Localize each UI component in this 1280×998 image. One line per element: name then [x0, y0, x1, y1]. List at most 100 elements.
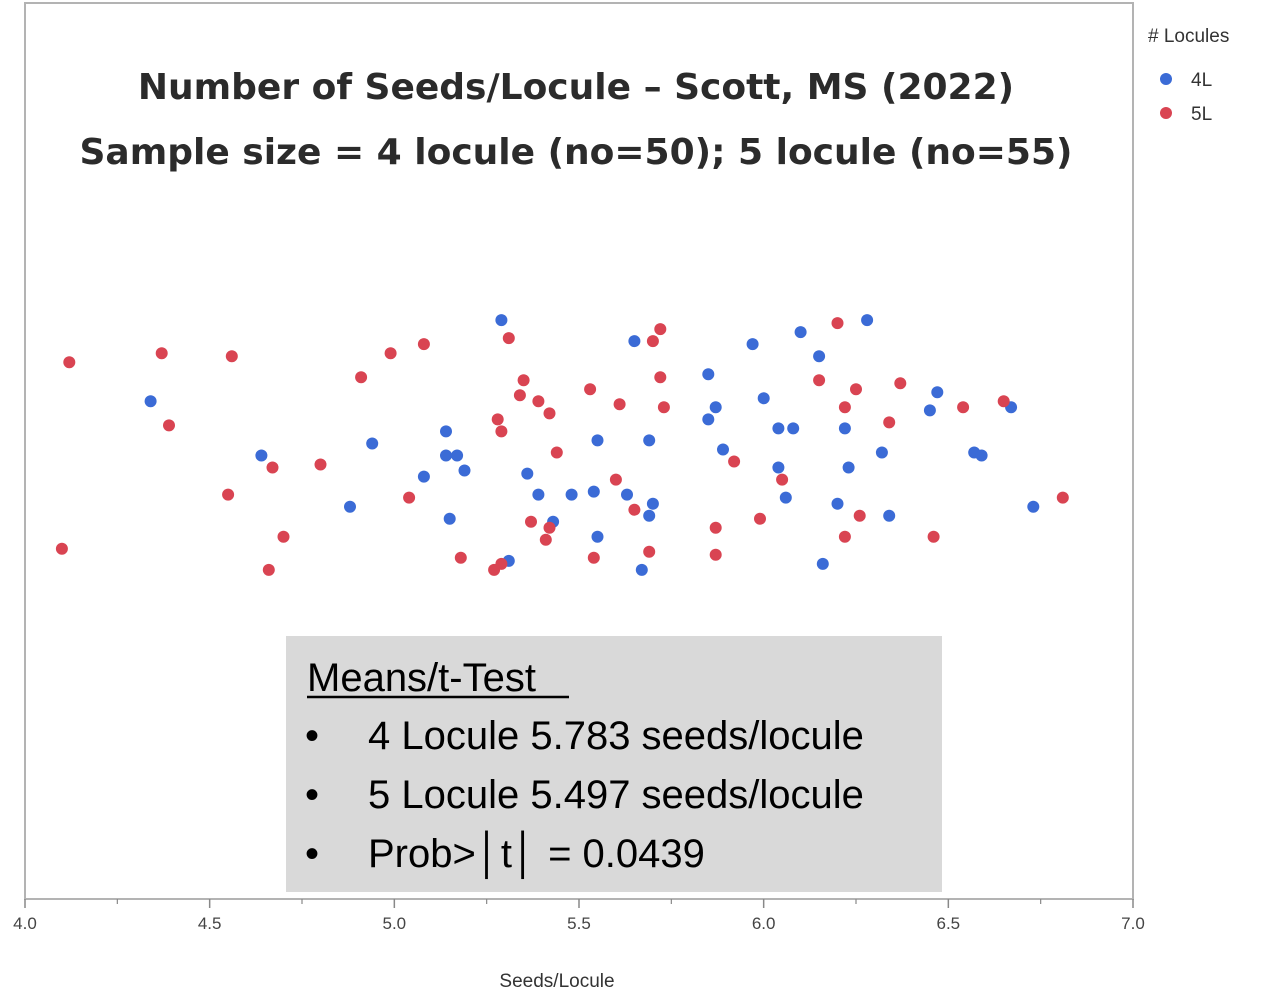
legend-marker-4l [1160, 73, 1172, 85]
point-4l-3 [861, 314, 874, 327]
legend-title: # Locules [1148, 26, 1229, 47]
point-4l-49 [635, 563, 648, 576]
point-4l-41 [344, 500, 356, 513]
point-4l-17 [787, 422, 800, 435]
point-4l-15 [440, 425, 452, 438]
point-5l-30 [728, 455, 741, 468]
x-tick-label-5: 6.0 [752, 914, 776, 933]
point-4l-30 [417, 470, 430, 483]
point-4l-42 [443, 512, 456, 525]
data-points [55, 314, 1069, 576]
point-5l-13 [813, 374, 826, 387]
stats-bullet-3: • [305, 832, 319, 876]
point-4l-19 [366, 437, 379, 450]
chart-subtitle: Sample size = 4 locule (no=50); 5 locule… [80, 132, 1073, 173]
point-4l-50 [816, 557, 829, 570]
point-4l-6 [813, 350, 826, 363]
point-4l-37 [621, 488, 633, 501]
point-4l-2 [628, 335, 641, 348]
point-4l-27 [440, 449, 452, 462]
point-5l-26 [163, 419, 175, 432]
stats-bullet-1: • [305, 714, 319, 758]
point-5l-45 [539, 533, 552, 546]
point-5l-22 [838, 401, 851, 414]
point-5l-3 [225, 350, 238, 363]
x-tick-label-7: 7.0 [1121, 914, 1145, 933]
point-5l-47 [927, 530, 940, 543]
point-5l-52 [587, 551, 600, 564]
point-5l-11 [517, 374, 530, 387]
point-4l-26 [255, 449, 268, 462]
x-axis-label: Seeds/Locule [499, 971, 614, 992]
point-5l-44 [277, 530, 290, 543]
point-5l-48 [55, 542, 68, 555]
x-tick-label-6: 6.5 [937, 914, 961, 933]
point-5l-4 [384, 347, 397, 360]
point-5l-32 [314, 458, 327, 471]
point-5l-8 [646, 335, 659, 348]
point-4l-9 [757, 392, 770, 405]
stats-line-4-locule: 4 Locule 5.783 seeds/locule [368, 714, 864, 758]
point-5l-31 [266, 461, 279, 474]
point-5l-36 [403, 491, 416, 504]
point-5l-7 [654, 323, 667, 336]
point-5l-49 [643, 545, 656, 558]
point-4l-44 [643, 509, 656, 522]
x-tick-label-2: 4.5 [198, 914, 222, 933]
point-4l-20 [591, 434, 604, 447]
point-4l-25 [975, 449, 988, 462]
point-5l-2 [155, 347, 168, 360]
point-4l-21 [643, 434, 656, 447]
point-5l-39 [754, 512, 766, 525]
legend: # Locules 4L 5L [1148, 26, 1229, 125]
point-4l-4 [794, 326, 807, 339]
point-5l-21 [543, 407, 556, 420]
point-5l-43 [709, 521, 722, 534]
stats-heading: Means/t-Test [307, 656, 536, 700]
point-5l-50 [709, 548, 722, 561]
x-axis: 4.0 4.5 5.0 5.5 6.0 6.5 7.0 [13, 899, 1145, 933]
point-5l-46 [838, 530, 851, 543]
point-5l-34 [776, 473, 789, 486]
point-4l-1 [495, 314, 508, 327]
point-5l-12 [654, 371, 667, 384]
point-5l-55 [488, 563, 501, 576]
point-4l-22 [717, 443, 729, 456]
point-4l-29 [458, 464, 471, 477]
point-4l-46 [1027, 500, 1040, 513]
point-5l-20 [657, 401, 670, 414]
point-5l-14 [894, 377, 907, 390]
point-5l-18 [850, 383, 862, 396]
point-5l-9 [831, 317, 844, 330]
point-4l-11 [709, 401, 722, 414]
x-tick-label-3: 5.0 [383, 914, 407, 933]
point-5l-17 [532, 395, 545, 408]
point-5l-1 [63, 356, 76, 369]
point-4l-32 [772, 461, 785, 474]
point-4l-8 [144, 395, 157, 408]
legend-marker-5l [1160, 107, 1172, 119]
point-4l-40 [831, 497, 844, 510]
point-5l-29 [550, 446, 563, 459]
stats-line-prob: Prob>│t│ = 0.0439 [368, 830, 705, 880]
stats-box: Means/t-Test • 4 Locule 5.783 seeds/locu… [286, 636, 942, 892]
point-4l-23 [875, 446, 888, 459]
point-4l-38 [646, 497, 659, 510]
point-5l-24 [997, 395, 1010, 408]
point-5l-6 [502, 332, 515, 345]
point-5l-10 [355, 371, 368, 384]
point-5l-38 [628, 503, 641, 516]
point-5l-40 [853, 509, 866, 522]
stats-line-5-locule: 5 Locule 5.497 seeds/locule [368, 773, 864, 817]
x-tick-label-4: 5.5 [567, 914, 591, 933]
point-5l-33 [609, 473, 622, 486]
point-5l-16 [513, 389, 526, 402]
point-5l-23 [957, 401, 970, 414]
stats-bullet-2: • [305, 773, 319, 817]
point-5l-15 [584, 383, 597, 396]
point-4l-39 [779, 491, 792, 504]
point-4l-35 [565, 488, 578, 501]
point-4l-33 [842, 461, 855, 474]
point-4l-13 [702, 413, 715, 426]
